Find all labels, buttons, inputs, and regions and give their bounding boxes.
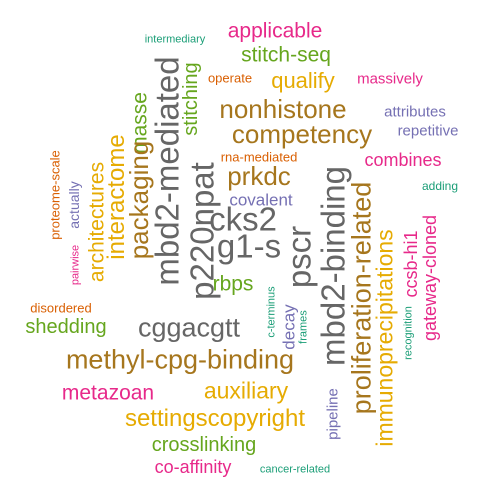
- word-pipeline: pipeline: [324, 388, 342, 440]
- word-pairwise: pairwise: [69, 244, 82, 286]
- word-combines: combines: [364, 150, 442, 170]
- word-methyl-cpg-binding: methyl-cpg-binding: [65, 344, 295, 375]
- word-actually: actually: [66, 181, 82, 229]
- word-architectures: architectures: [85, 161, 109, 283]
- word-cancer-related: cancer-related: [259, 463, 331, 476]
- word-stitch-seq: stitch-seq: [241, 43, 331, 67]
- word-recognition: recognition: [402, 306, 415, 360]
- word-competency: competency: [231, 119, 373, 149]
- word-crosslinking: crosslinking: [151, 434, 257, 456]
- word-applicable: applicable: [227, 19, 323, 43]
- word-auxiliary: auxiliary: [203, 377, 289, 404]
- word-mbd2-mediated: mbd2-mediated: [148, 56, 186, 286]
- word-mbd2-binding: mbd2-binding: [314, 166, 352, 366]
- word-cggacgtt: cggacgtt: [137, 312, 241, 343]
- word-settingscopyright: settingscopyright: [124, 405, 306, 432]
- word-proteome-scale: proteome-scale: [47, 150, 63, 240]
- word-g1-s: g1-s: [216, 227, 282, 265]
- word-frames: frames: [297, 310, 310, 344]
- word-adding: adding: [421, 179, 459, 193]
- word-cks2: cks2: [209, 200, 277, 238]
- word-prkdc: prkdc: [227, 161, 291, 191]
- word-co-affinity: co-affinity: [154, 457, 232, 477]
- word-gateway-cloned: gateway-cloned: [420, 214, 440, 342]
- word-c-terminus: c-terminus: [265, 286, 278, 338]
- word-disordered: disordered: [30, 300, 92, 316]
- word-decay: decay: [279, 304, 299, 350]
- word-operate: operate: [207, 70, 253, 86]
- word-rna-mediated: rna-mediated: [220, 149, 298, 165]
- word-nonhistone: nonhistone: [219, 94, 347, 124]
- word-attributes: attributes: [384, 103, 446, 121]
- word-pscr: pscr: [280, 225, 318, 289]
- word-covalent: covalent: [229, 190, 293, 210]
- word-rbps: rbps: [212, 272, 254, 296]
- word-metazoan: metazoan: [61, 381, 155, 405]
- word-interactome: interactome: [103, 134, 130, 260]
- word-shedding: shedding: [25, 316, 107, 338]
- word-intermediary: intermediary: [144, 33, 206, 46]
- word-qualify: qualify: [271, 68, 335, 93]
- word-repetitive: repetitive: [397, 122, 459, 140]
- word-immunoprecipitations: immunoprecipitations: [371, 229, 398, 447]
- word-massively: massively: [357, 70, 423, 88]
- word-ccsb-hi1: ccsb-hi1: [401, 230, 421, 298]
